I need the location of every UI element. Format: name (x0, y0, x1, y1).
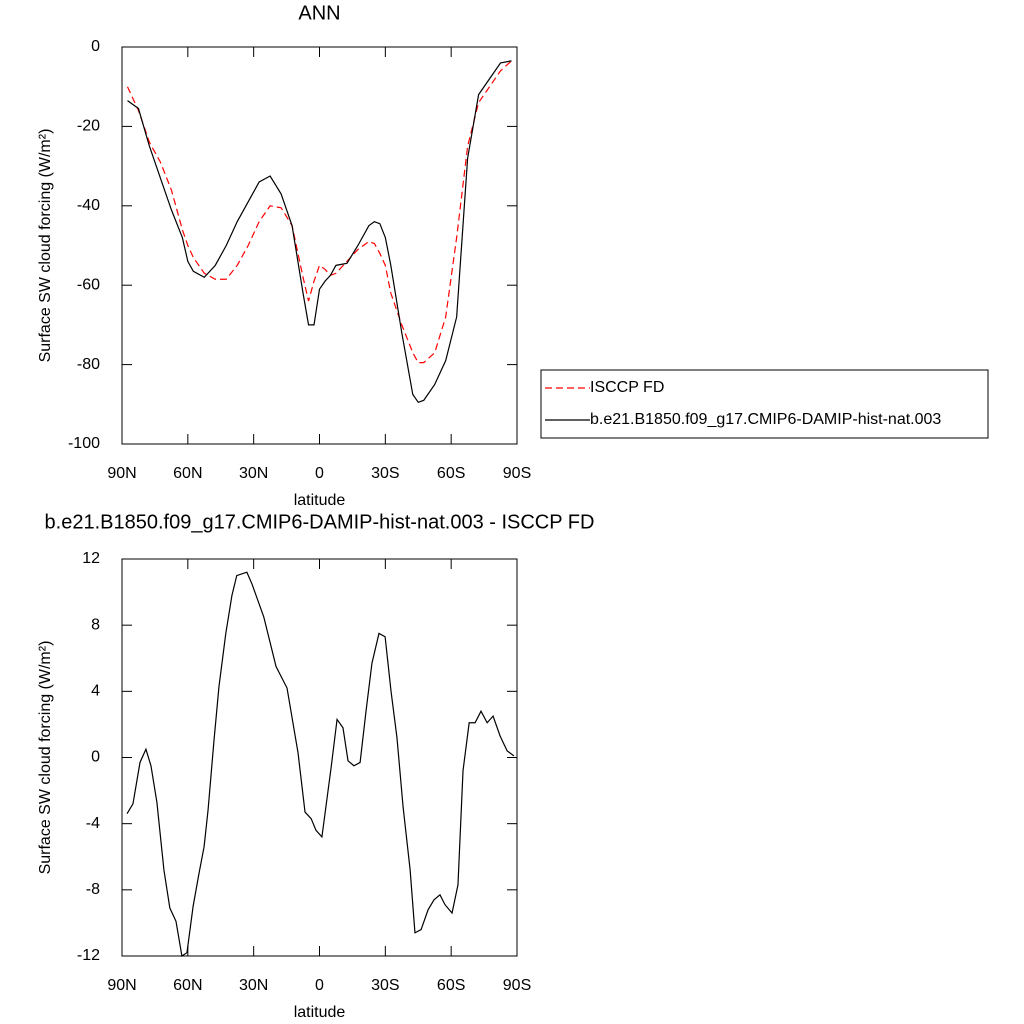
x-tick-label: 30S (371, 465, 399, 482)
y-tick-label: 4 (91, 683, 100, 700)
y-tick-label: -4 (86, 815, 100, 832)
x-tick-label: 60S (437, 977, 465, 994)
y-axis-label: Surface SW cloud forcing (W/m²) (37, 641, 54, 875)
data-line (126, 571, 515, 958)
x-tick-label: 60N (173, 465, 202, 482)
x-tick-label: 60N (173, 977, 202, 994)
y-tick-label: 0 (91, 38, 100, 55)
x-axis-label: latitude (294, 492, 346, 509)
x-tick-label: 30N (239, 465, 268, 482)
x-tick-label: 90S (503, 977, 531, 994)
x-tick-label: 90N (107, 465, 136, 482)
y-tick-label: -8 (86, 881, 100, 898)
y-tick-label: -40 (77, 197, 100, 214)
x-tick-label: 0 (315, 465, 324, 482)
data-line (127, 60, 512, 404)
y-tick-label: 0 (91, 749, 100, 766)
y-axis-label: Surface SW cloud forcing (W/m²) (37, 129, 54, 363)
x-axis-label: latitude (294, 1004, 346, 1021)
chart-title: ANN (298, 2, 340, 24)
x-tick-label: 90S (503, 465, 531, 482)
x-tick-label: 30S (371, 977, 399, 994)
y-tick-label: -12 (77, 947, 100, 964)
y-tick-label: -60 (77, 276, 100, 293)
chart-title: b.e21.B1850.f09_g17.CMIP6-DAMIP-hist-nat… (45, 511, 595, 533)
y-tick-label: -20 (77, 118, 100, 135)
x-tick-label: 30N (239, 977, 268, 994)
legend-box (540, 369, 989, 439)
data-line (126, 60, 512, 364)
y-tick-label: -100 (68, 435, 100, 452)
y-tick-label: -80 (77, 356, 100, 373)
x-tick-label: 90N (107, 977, 136, 994)
x-tick-label: 60S (437, 465, 465, 482)
plot-frame (121, 558, 518, 957)
x-tick-label: 0 (315, 977, 324, 994)
y-tick-label: 8 (91, 616, 100, 633)
legend-label: b.e21.B1850.f09_g17.CMIP6-DAMIP-hist-nat… (590, 411, 941, 428)
legend-label: ISCCP FD (590, 379, 664, 396)
y-tick-label: 12 (82, 550, 100, 567)
plot-frame (121, 46, 518, 445)
